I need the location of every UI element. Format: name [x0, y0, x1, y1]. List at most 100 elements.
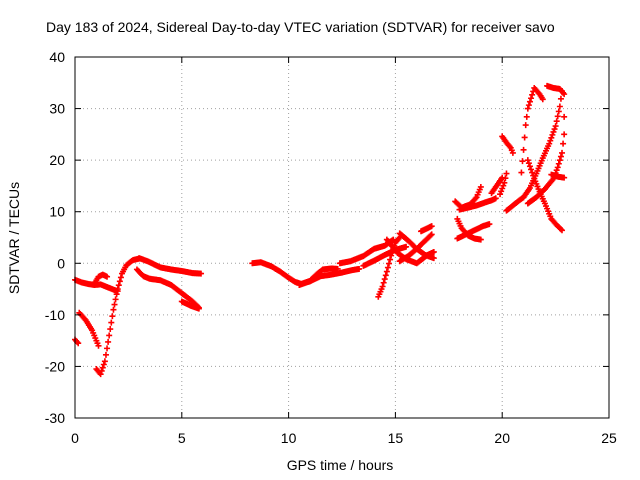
data-point — [115, 282, 122, 289]
data-point — [561, 91, 568, 98]
data-point — [548, 134, 555, 141]
data-point — [500, 182, 507, 189]
data-point — [499, 185, 506, 192]
data-point — [381, 276, 388, 283]
x-tick-label: 20 — [494, 430, 510, 446]
data-point — [492, 195, 499, 202]
data-point — [524, 157, 531, 164]
data-point — [561, 131, 568, 138]
x-tick-label: 10 — [281, 430, 297, 446]
data-point — [114, 286, 121, 293]
data-point — [554, 164, 561, 171]
data-point — [553, 118, 560, 125]
data-point — [198, 270, 205, 277]
y-tick-label: -30 — [45, 410, 65, 426]
data-point — [477, 236, 484, 243]
y-tick-label: 20 — [49, 152, 65, 168]
x-tick-label: 0 — [71, 430, 79, 446]
data-point — [106, 332, 113, 339]
data-point — [526, 163, 533, 170]
data-point — [104, 273, 111, 280]
data-point — [100, 361, 107, 368]
data-point — [109, 313, 116, 320]
data-point — [523, 113, 530, 120]
data-point — [428, 231, 435, 238]
data-point — [387, 256, 394, 263]
data-point — [428, 223, 435, 230]
data-point — [107, 326, 114, 333]
data-point — [502, 175, 509, 182]
data-point — [430, 255, 437, 262]
x-axis-label: GPS time / hours — [287, 457, 394, 473]
data-point — [498, 188, 505, 195]
data-point — [520, 146, 527, 153]
data-point — [552, 123, 559, 130]
data-point — [501, 179, 508, 186]
data-point — [549, 131, 556, 138]
chart-title: Day 183 of 2024, Sidereal Day-to-day VTE… — [46, 19, 555, 35]
axis-ticks: 0 5 10 15 20 25 -30 -20 -10 0 10 20 30 40 — [45, 49, 617, 446]
data-point — [101, 358, 108, 365]
data-point — [518, 169, 525, 176]
data-point — [113, 291, 120, 298]
data-point — [380, 279, 387, 286]
data-point — [503, 170, 510, 177]
data-point — [509, 149, 516, 156]
y-tick-label: -10 — [45, 307, 65, 323]
data-point — [556, 157, 563, 164]
data-point — [557, 153, 564, 160]
data-point — [111, 301, 118, 308]
data-point — [116, 278, 123, 285]
data-point — [383, 268, 390, 275]
grid-lines — [75, 57, 609, 418]
data-point — [557, 226, 564, 233]
data-point — [99, 364, 106, 371]
y-axis-label: SDTVAR / TECUs — [6, 182, 22, 294]
data-point — [525, 160, 532, 167]
data-point — [528, 95, 535, 102]
data-point — [539, 96, 546, 103]
data-point — [108, 319, 115, 326]
data-point — [522, 122, 529, 129]
data-point — [550, 128, 557, 135]
data-point — [385, 260, 392, 267]
data-point — [110, 306, 117, 313]
data-point — [559, 149, 566, 156]
data-point — [427, 232, 434, 239]
data-point — [555, 108, 562, 115]
y-tick-label: -20 — [45, 358, 65, 374]
data-point — [75, 340, 82, 347]
data-point — [525, 102, 532, 109]
data-point — [497, 191, 504, 198]
data-point — [529, 169, 536, 176]
data-point — [97, 371, 104, 378]
data-point — [529, 91, 536, 98]
y-tick-label: 0 — [57, 255, 65, 271]
plot-frame — [74, 56, 610, 419]
data-point — [547, 137, 554, 144]
data-point — [553, 167, 560, 174]
data-point — [102, 351, 109, 358]
data-point — [403, 243, 410, 250]
data-point — [95, 342, 102, 349]
data-point — [98, 367, 105, 374]
data-point — [561, 174, 568, 181]
data-point — [557, 95, 564, 102]
data-point — [554, 113, 561, 120]
data-point — [555, 160, 562, 167]
data-point — [104, 345, 111, 352]
y-tick-label: 10 — [49, 204, 65, 220]
data-point — [382, 272, 389, 279]
x-tick-label: 25 — [601, 430, 617, 446]
data-point — [117, 274, 124, 281]
data-point — [105, 338, 112, 345]
data-point — [519, 158, 526, 165]
y-tick-label: 30 — [49, 101, 65, 117]
data-point — [526, 98, 533, 105]
data-point — [559, 227, 566, 234]
x-tick-label: 15 — [388, 430, 404, 446]
data-point — [384, 264, 391, 271]
data-point — [379, 283, 386, 290]
data-point — [551, 126, 558, 133]
